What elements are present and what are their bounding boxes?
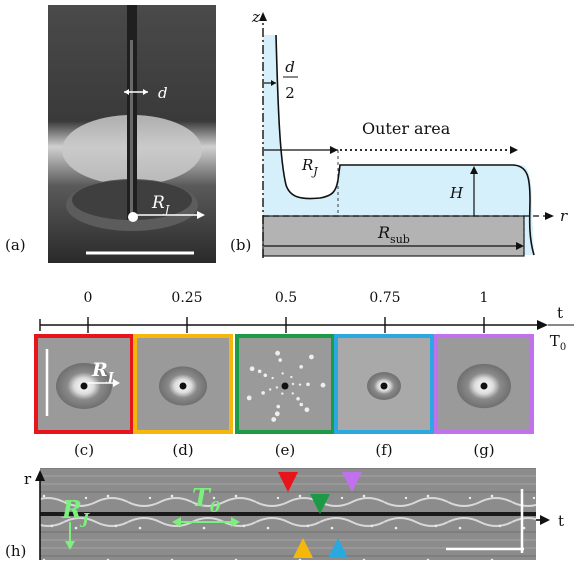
time-marker-top (310, 494, 330, 514)
snapshot-frame-border (434, 334, 534, 434)
frame-label: (g) (473, 441, 494, 459)
jet-impact (380, 382, 388, 390)
frame-label: (c) (74, 441, 94, 459)
timeline-tick-label: 0.25 (171, 290, 202, 306)
frame-label: (d) (172, 441, 193, 459)
snapshot-frame-border (133, 334, 233, 434)
jet-impact (281, 382, 289, 390)
panel-a-d-label: d (158, 84, 168, 102)
panel-b-half-d-num: d (285, 58, 295, 76)
snapshot-frame (34, 334, 134, 434)
frame-c-rj-label: RJ (91, 359, 115, 384)
timeline-axis-num: t (557, 304, 563, 322)
time-marker-bottom (328, 538, 348, 558)
timeline-tick-label: 0 (84, 290, 93, 306)
panel-h: r t RJ T0 (h) (5, 468, 564, 560)
time-marker-top (342, 472, 362, 492)
panel-b-h-label: H (449, 184, 464, 202)
frame-c-annotations: RJ (45, 349, 120, 416)
panel-b-outer-area-label: Outer area (362, 119, 451, 138)
panel-h-t-label: t (558, 512, 564, 530)
panel-h-t-axis (540, 515, 550, 525)
timeline-tick-label: 1 (480, 290, 489, 306)
panel-b-r-label: r (560, 207, 568, 225)
timeline: 0 0.25 0.5 0.75 1 t T0 (39, 290, 574, 353)
panel-a-rj-label: RJ (151, 193, 170, 216)
snapshot-frame (235, 334, 335, 434)
panel-b-z-label: z (251, 8, 260, 26)
panel-a-impact-point (128, 212, 138, 222)
jet-impact (179, 382, 187, 390)
panel-h-markers (278, 472, 362, 558)
panel-b-half-d-den: 2 (285, 84, 295, 102)
snapshot-frame (434, 334, 534, 434)
panel-b: z r d 2 RJ Outer area H Rsub (b) (230, 8, 568, 258)
snapshot-frame (334, 334, 434, 434)
time-marker-bottom (293, 538, 313, 558)
timeline-tick-label: 0.5 (275, 290, 297, 306)
panel-h-r-label: r (24, 470, 32, 488)
snapshot-frames (34, 334, 534, 434)
frame-labels: (c) (d) (e) (f) (g) (74, 441, 495, 459)
panel-b-rj-label: RJ (301, 156, 318, 178)
frame-label: (f) (375, 441, 392, 459)
jet-impact (80, 382, 88, 390)
panel-h-rj-label: RJ (61, 495, 90, 528)
snapshot-frame-border (334, 334, 434, 434)
frame-label: (e) (275, 441, 296, 459)
jet-impact (480, 382, 488, 390)
timeline-axis-den: T0 (550, 332, 566, 353)
panel-label-a: (a) (5, 236, 26, 254)
panel-a: d RJ (a) (5, 5, 216, 263)
snapshot-frame-border (34, 334, 134, 434)
panel-label-b: (b) (230, 236, 251, 254)
snapshot-frame-border (235, 334, 335, 434)
panel-b-rsub-label: Rsub (377, 223, 410, 246)
panel-h-t0-label: T0 (192, 483, 221, 516)
time-marker-top (278, 472, 298, 492)
snapshot-frame (133, 334, 233, 434)
panel-label-h: (h) (5, 542, 26, 560)
panel-b-liquid (263, 35, 534, 255)
timeline-tick-label: 0.75 (369, 290, 400, 306)
panel-h-center-line (40, 512, 536, 516)
